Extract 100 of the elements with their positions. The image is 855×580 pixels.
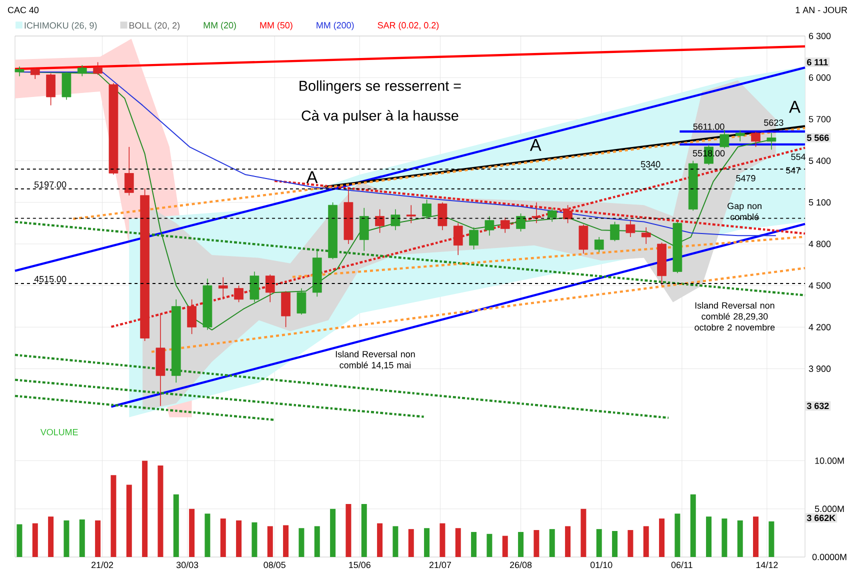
ref-line-label: 5197.00 bbox=[34, 181, 66, 188]
x-tick-label: 30/03 bbox=[176, 562, 198, 568]
annotation: Island Reversal non comblé 14,15 mai bbox=[336, 350, 415, 370]
bar bbox=[392, 526, 398, 558]
candlestick bbox=[390, 208, 400, 230]
candlestick bbox=[516, 213, 526, 232]
bar bbox=[549, 529, 555, 558]
bar bbox=[236, 520, 242, 558]
bar bbox=[79, 519, 85, 558]
bar bbox=[408, 529, 414, 558]
legend-label: ICHIMOKU (26, 9) bbox=[24, 22, 97, 30]
text: MM (200) bbox=[316, 22, 354, 30]
bar bbox=[753, 516, 759, 558]
bar bbox=[283, 525, 289, 558]
annotation: A bbox=[306, 171, 318, 184]
candlestick bbox=[626, 220, 636, 238]
y-tick-label: 4 200 bbox=[808, 324, 831, 330]
candlestick bbox=[234, 285, 244, 303]
candlestick bbox=[469, 226, 478, 250]
y-tick-label: 4 500 bbox=[808, 282, 831, 289]
candlestick bbox=[641, 226, 651, 244]
candlestick bbox=[77, 64, 87, 77]
bar bbox=[252, 522, 258, 558]
candlestick bbox=[500, 217, 510, 234]
candlestick bbox=[375, 208, 384, 234]
annotation: A bbox=[530, 138, 542, 151]
candlestick bbox=[610, 221, 620, 242]
bar bbox=[158, 466, 164, 558]
text: MM (20) bbox=[204, 22, 236, 30]
candlestick bbox=[547, 208, 557, 222]
bar bbox=[580, 508, 586, 558]
bar bbox=[643, 526, 649, 558]
candlestick bbox=[422, 199, 432, 220]
candlestick bbox=[720, 129, 730, 149]
candlestick bbox=[563, 204, 572, 224]
bar bbox=[267, 526, 273, 558]
bar bbox=[455, 528, 461, 558]
bar bbox=[424, 528, 430, 558]
bar bbox=[298, 528, 304, 558]
annotation: A bbox=[789, 100, 800, 113]
bar bbox=[95, 520, 101, 558]
candlestick bbox=[735, 130, 745, 142]
candlestick bbox=[484, 216, 494, 236]
candlestick bbox=[281, 290, 290, 328]
bar bbox=[690, 494, 696, 558]
annotation: 6 111 bbox=[807, 59, 828, 66]
y-tick-label: 5 100 bbox=[808, 199, 831, 206]
ref-line-label: 4515.00 bbox=[34, 276, 66, 282]
bar bbox=[142, 460, 148, 558]
bar bbox=[737, 520, 743, 558]
bar bbox=[534, 530, 540, 558]
bar bbox=[110, 475, 116, 558]
y-tick-label: 6 000 bbox=[808, 74, 831, 81]
x-tick-label: 26/08 bbox=[510, 562, 532, 568]
candlestick bbox=[438, 202, 448, 230]
annotation: Cà va pulser à la hausse bbox=[302, 110, 458, 124]
bar bbox=[16, 524, 22, 558]
annotation: 5623 bbox=[764, 119, 784, 126]
annotation: 554 bbox=[791, 154, 806, 160]
legend-label: MM (50) bbox=[260, 22, 292, 30]
annotation: 5479 bbox=[736, 175, 756, 182]
x-tick-label: 14/12 bbox=[756, 562, 778, 568]
bar bbox=[518, 532, 524, 558]
candlestick bbox=[766, 132, 776, 150]
candlestick bbox=[296, 288, 306, 316]
bar bbox=[189, 508, 195, 558]
y2-tick-label: 0.0000M bbox=[812, 554, 846, 560]
bar bbox=[471, 532, 477, 558]
candlestick bbox=[751, 131, 760, 148]
bar bbox=[173, 494, 179, 558]
annotation: 547 bbox=[786, 167, 800, 174]
bar bbox=[440, 523, 446, 558]
bar bbox=[596, 529, 602, 558]
bar bbox=[722, 518, 728, 558]
x-tick-label: 08/05 bbox=[264, 562, 286, 568]
candlestick bbox=[532, 202, 542, 224]
x-tick-label: 21/02 bbox=[92, 562, 114, 568]
bar bbox=[659, 518, 665, 558]
candlestick bbox=[406, 204, 416, 224]
bar bbox=[502, 536, 508, 558]
bar bbox=[346, 504, 352, 558]
candlestick bbox=[46, 73, 56, 106]
legend-label: SAR (0.02, 0.2) bbox=[378, 22, 439, 30]
y-tick-label: 6 300 bbox=[808, 32, 831, 40]
y2-tick-label: 5.000M bbox=[814, 506, 844, 512]
bar bbox=[330, 508, 336, 558]
chart-subtitle: 1 AN - JOUR bbox=[796, 6, 848, 14]
chart-title: CAC 40 bbox=[8, 6, 39, 14]
bar bbox=[674, 514, 680, 558]
candlestick bbox=[250, 271, 260, 303]
candlestick bbox=[594, 236, 604, 253]
candlestick bbox=[124, 146, 134, 196]
bar bbox=[768, 521, 774, 558]
bar bbox=[377, 523, 383, 558]
candlestick bbox=[30, 67, 40, 80]
bar bbox=[565, 526, 571, 558]
y-tick-label: 3 900 bbox=[808, 366, 831, 372]
bar bbox=[32, 523, 38, 558]
bar bbox=[204, 514, 210, 558]
candlestick bbox=[62, 72, 72, 100]
